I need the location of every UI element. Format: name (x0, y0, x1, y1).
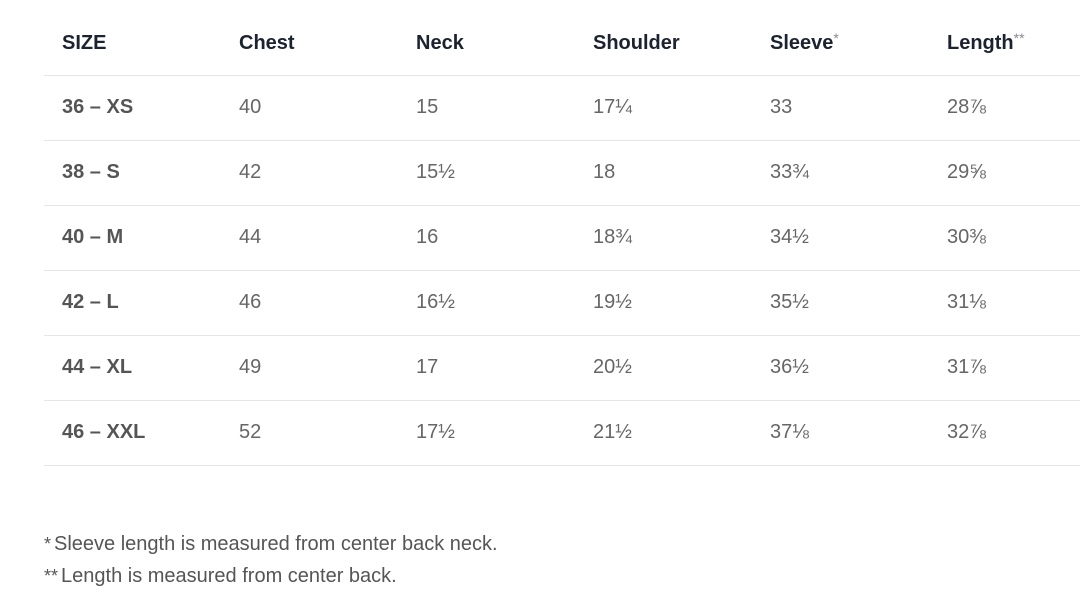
cell-shoulder: 20½ (575, 335, 752, 401)
cell-neck: 15 (398, 75, 575, 141)
cell-neck: 16½ (398, 270, 575, 336)
cell-length: 28⅞ (929, 75, 1080, 141)
footnote-marker: ** (44, 566, 59, 586)
cell-shoulder: 19½ (575, 270, 752, 336)
size-chart-table: SIZE Chest Neck Shoulder Sleeve* Length*… (44, 10, 1080, 466)
header-sleeve: Sleeve* (752, 10, 929, 76)
footnotes: * Sleeve length is measured from center b… (44, 528, 498, 592)
cell-sleeve: 33¾ (752, 140, 929, 206)
cell-length: 31⅛ (929, 270, 1080, 336)
cell-size: 36 – XS (44, 75, 221, 141)
cell-chest: 44 (221, 205, 398, 271)
table-header-row: SIZE Chest Neck Shoulder Sleeve* Length*… (44, 10, 1080, 76)
footnote-sleeve: * Sleeve length is measured from center b… (44, 528, 498, 560)
cell-sleeve: 33 (752, 75, 929, 141)
cell-shoulder: 17¼ (575, 75, 752, 141)
cell-size: 38 – S (44, 140, 221, 206)
table-row: 40 – M 44 16 18¾ 34½ 30⅜ (44, 205, 1080, 271)
header-length: Length** (929, 10, 1080, 76)
cell-length: 29⅝ (929, 140, 1080, 206)
header-neck: Neck (398, 10, 575, 76)
footnote-marker: * (44, 534, 52, 554)
cell-neck: 17½ (398, 400, 575, 466)
cell-length: 31⅞ (929, 335, 1080, 401)
footnote-text: Length is measured from center back. (61, 565, 397, 587)
cell-sleeve: 35½ (752, 270, 929, 336)
cell-length: 30⅜ (929, 205, 1080, 271)
table-row: 44 – XL 49 17 20½ 36½ 31⅞ (44, 335, 1080, 401)
cell-neck: 17 (398, 335, 575, 401)
cell-sleeve: 37⅛ (752, 400, 929, 466)
cell-length: 32⅞ (929, 400, 1080, 466)
cell-chest: 40 (221, 75, 398, 141)
table-row: 46 – XXL 52 17½ 21½ 37⅛ 32⅞ (44, 400, 1080, 466)
cell-chest: 49 (221, 335, 398, 401)
cell-neck: 15½ (398, 140, 575, 206)
cell-chest: 46 (221, 270, 398, 336)
cell-chest: 52 (221, 400, 398, 466)
table-row: 36 – XS 40 15 17¼ 33 28⅞ (44, 75, 1080, 141)
cell-size: 40 – M (44, 205, 221, 271)
cell-shoulder: 21½ (575, 400, 752, 466)
cell-shoulder: 18¾ (575, 205, 752, 271)
cell-size: 42 – L (44, 270, 221, 336)
header-size: SIZE (44, 10, 221, 76)
cell-size: 44 – XL (44, 335, 221, 401)
table-row: 42 – L 46 16½ 19½ 35½ 31⅛ (44, 270, 1080, 336)
footnote-text: Sleeve length is measured from center ba… (54, 533, 498, 555)
cell-shoulder: 18 (575, 140, 752, 206)
cell-chest: 42 (221, 140, 398, 206)
cell-size: 46 – XXL (44, 400, 221, 466)
footnote-length: ** Length is measured from center back. (44, 560, 498, 592)
cell-sleeve: 34½ (752, 205, 929, 271)
cell-sleeve: 36½ (752, 335, 929, 401)
header-shoulder: Shoulder (575, 10, 752, 76)
cell-neck: 16 (398, 205, 575, 271)
header-chest: Chest (221, 10, 398, 76)
table-row: 38 – S 42 15½ 18 33¾ 29⅝ (44, 140, 1080, 206)
